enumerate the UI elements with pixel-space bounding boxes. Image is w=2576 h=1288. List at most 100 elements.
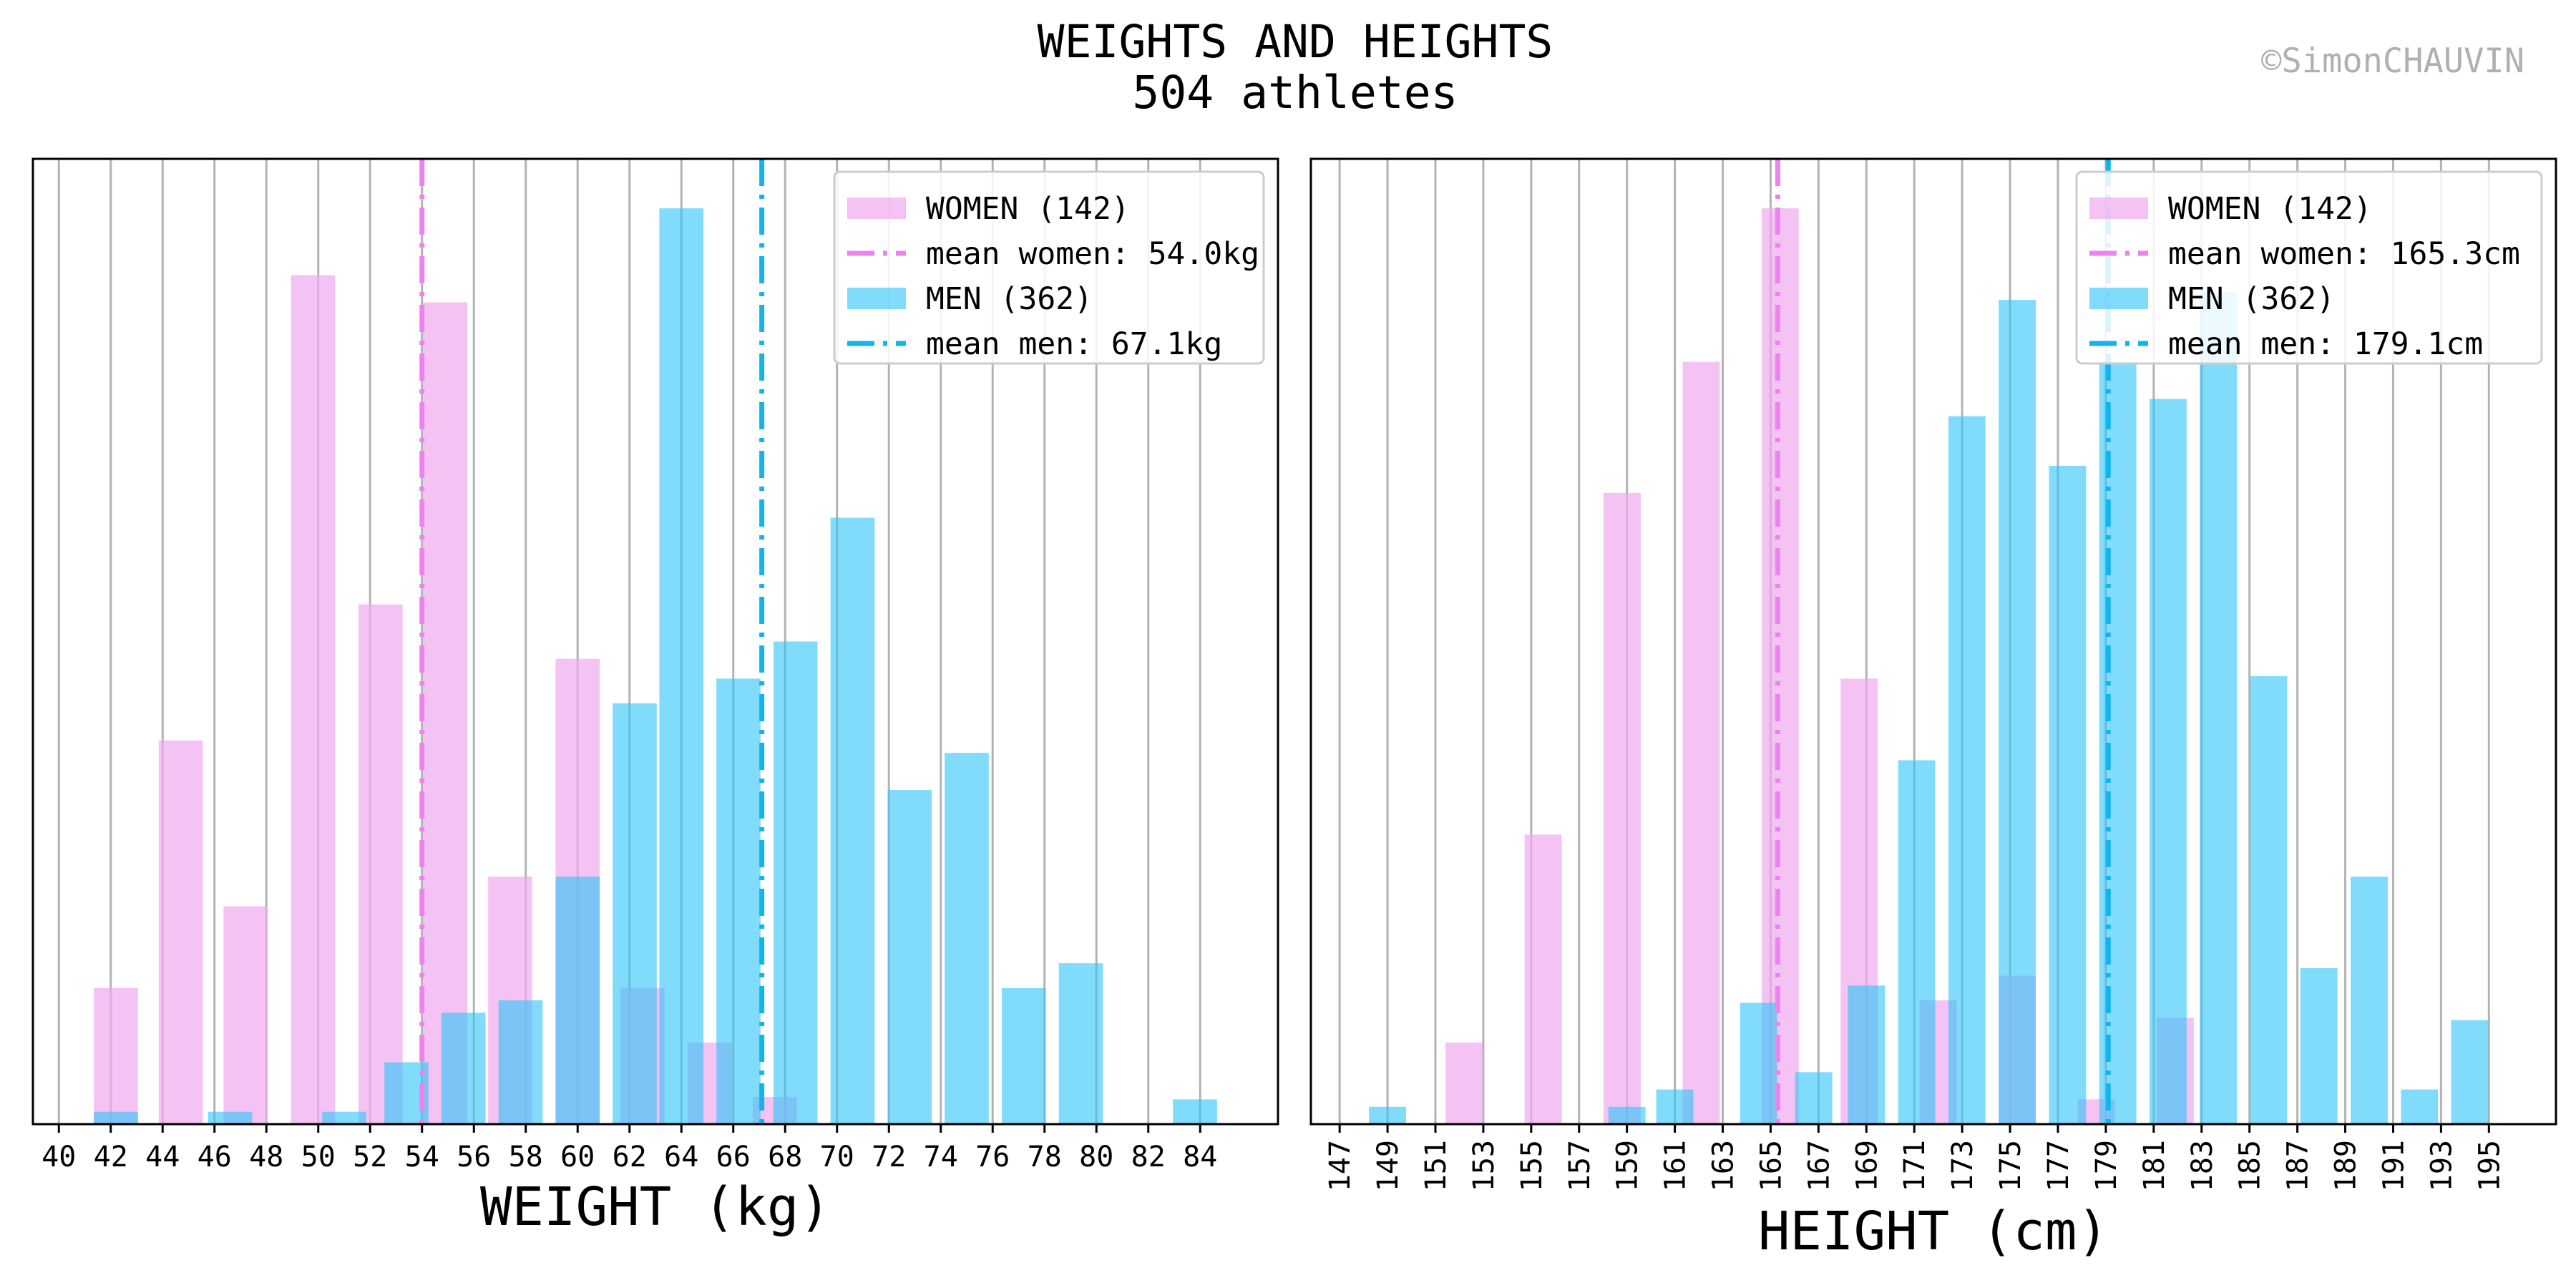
legend-label: mean women: 54.0kg bbox=[926, 236, 1259, 272]
x-tick-label: 40 bbox=[42, 1141, 76, 1174]
women-bar bbox=[291, 275, 336, 1125]
men-bar bbox=[659, 208, 704, 1125]
men-bar bbox=[555, 877, 600, 1124]
x-tick-label: 147 bbox=[1324, 1140, 1357, 1191]
x-tick-label: 181 bbox=[2138, 1140, 2171, 1191]
x-tick-label: 48 bbox=[249, 1141, 283, 1174]
legend-swatch bbox=[2089, 197, 2148, 219]
women-bar bbox=[158, 740, 203, 1124]
men-bar bbox=[322, 1111, 366, 1124]
legend-label: WOMEN (142) bbox=[2168, 191, 2372, 227]
x-tick-label: 72 bbox=[872, 1141, 906, 1174]
men-bar bbox=[1848, 985, 1885, 1124]
x-tick-label: 153 bbox=[1468, 1140, 1501, 1191]
legend-label: MEN (362) bbox=[926, 281, 1093, 317]
x-tick-label: 165 bbox=[1755, 1140, 1787, 1191]
men-bar bbox=[2401, 1089, 2439, 1124]
x-tick-label: 163 bbox=[1707, 1140, 1740, 1191]
legend-label: MEN (362) bbox=[2168, 281, 2335, 317]
legend-label: mean men: 179.1cm bbox=[2168, 326, 2483, 362]
men-bar bbox=[1173, 1099, 1217, 1124]
men-bar bbox=[945, 753, 989, 1124]
men-bar bbox=[1740, 1002, 1777, 1124]
x-tick-label: 193 bbox=[2425, 1140, 2458, 1191]
x-tick-label: 70 bbox=[820, 1141, 854, 1174]
x-tick-label: 169 bbox=[1850, 1140, 1883, 1191]
x-tick-label: 76 bbox=[975, 1141, 1010, 1174]
x-tick-label: 161 bbox=[1659, 1140, 1692, 1191]
women-bar bbox=[223, 906, 268, 1124]
x-tick-label: 167 bbox=[1802, 1140, 1835, 1191]
x-tick-label: 60 bbox=[560, 1141, 595, 1174]
men-bar bbox=[1369, 1106, 1407, 1124]
men-bar bbox=[2099, 361, 2137, 1125]
plot-frame bbox=[31, 157, 1279, 1126]
x-tick-label: 74 bbox=[924, 1141, 958, 1174]
figure-subtitle: 504 athletes bbox=[1132, 67, 1458, 119]
x-tick-label: 44 bbox=[145, 1141, 180, 1174]
men-bar bbox=[208, 1111, 253, 1124]
legend-label: WOMEN (142) bbox=[926, 191, 1130, 227]
x-tick-label: 50 bbox=[301, 1141, 336, 1174]
men-bar bbox=[1058, 963, 1103, 1124]
x-tick-label: 157 bbox=[1563, 1140, 1596, 1191]
men-bar bbox=[2200, 292, 2238, 1124]
men-bar bbox=[1898, 760, 1936, 1124]
men-bar bbox=[1948, 416, 1986, 1124]
men-bar bbox=[441, 1013, 486, 1124]
x-tick-label: 56 bbox=[457, 1141, 491, 1174]
x-tick-label: 42 bbox=[94, 1141, 128, 1174]
women-bar bbox=[423, 302, 468, 1125]
legend-box bbox=[2075, 170, 2543, 365]
x-tick-label: 175 bbox=[1994, 1140, 2027, 1191]
men-bar bbox=[716, 678, 761, 1124]
women-bar bbox=[1604, 492, 1641, 1124]
x-tick-label: 54 bbox=[405, 1141, 439, 1174]
men-bar bbox=[94, 1111, 138, 1124]
x-tick-label: 58 bbox=[509, 1141, 543, 1174]
men-bar bbox=[2250, 675, 2288, 1124]
credit-watermark: ©SimonCHAUVIN bbox=[2261, 42, 2524, 81]
x-tick-label: 177 bbox=[2042, 1140, 2075, 1191]
weight-histogram-panel: 40 42 44 46 48 50 52 54 56 58 60 62 64 66 68 70 72 74 76 78… bbox=[31, 157, 1279, 1238]
figure-title: WEIGHTS AND HEIGHTS bbox=[1038, 16, 1553, 68]
men-bar bbox=[2300, 968, 2338, 1124]
men-bar bbox=[1795, 1072, 1833, 1124]
x-tick-label: 173 bbox=[1946, 1140, 1979, 1191]
women-bar bbox=[1682, 361, 1720, 1125]
men-bar bbox=[1656, 1089, 1694, 1124]
men-bar bbox=[887, 790, 932, 1124]
x-tick-label: 66 bbox=[716, 1141, 751, 1174]
legend-swatch bbox=[847, 197, 906, 219]
x-tick-label: 195 bbox=[2473, 1140, 2506, 1191]
x-tick-label: 159 bbox=[1611, 1140, 1644, 1191]
x-tick-label: 52 bbox=[353, 1141, 387, 1174]
x-tick-label: 151 bbox=[1420, 1140, 1453, 1191]
men-bar bbox=[1001, 987, 1046, 1124]
height-histogram-panel: 147 149 151 153 155 157 159 161 163 165 167 169 171 1… bbox=[1309, 157, 2557, 1262]
x-tick-label: 179 bbox=[2090, 1140, 2123, 1191]
x-tick-label: 149 bbox=[1372, 1140, 1405, 1191]
men-bar bbox=[2049, 465, 2087, 1124]
legend-label: mean women: 165.3cm bbox=[2168, 236, 2520, 272]
x-tick-label: 80 bbox=[1079, 1141, 1113, 1174]
x-tick-label: 46 bbox=[197, 1141, 232, 1174]
legend-swatch bbox=[2089, 288, 2148, 309]
x-tick-label: 68 bbox=[768, 1141, 802, 1174]
x-tick-label: 84 bbox=[1183, 1141, 1217, 1174]
legend-box bbox=[833, 170, 1265, 365]
men-bar bbox=[1999, 300, 2036, 1125]
men-bar bbox=[2351, 877, 2388, 1124]
x-tick-label: 62 bbox=[613, 1141, 647, 1174]
women-bar bbox=[1445, 1042, 1483, 1124]
men-bar bbox=[830, 517, 875, 1124]
men-bar bbox=[2149, 399, 2187, 1124]
x-tick-label: 191 bbox=[2377, 1140, 2410, 1191]
plot-frame bbox=[1309, 157, 2557, 1126]
x-tick-label: 64 bbox=[664, 1141, 698, 1174]
women-bar bbox=[358, 604, 403, 1124]
men-bar bbox=[1608, 1106, 1646, 1124]
x-tick-label: 78 bbox=[1028, 1141, 1062, 1174]
legend-swatch bbox=[847, 288, 906, 309]
